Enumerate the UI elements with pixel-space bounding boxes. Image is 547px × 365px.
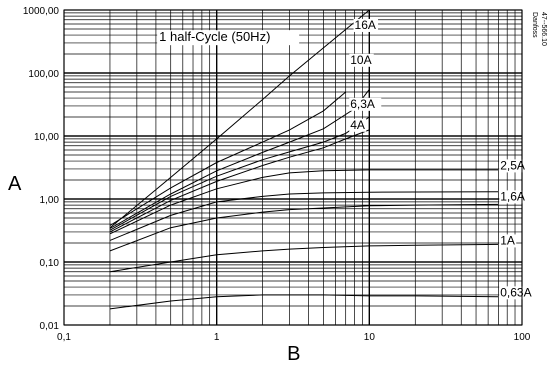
curves	[109, 9, 499, 310]
y-tick-label: 100,00	[28, 69, 59, 80]
curve-label-bg	[499, 234, 517, 248]
curve-label-bg	[499, 286, 539, 300]
curve-label-bg	[349, 53, 374, 67]
x-tick-label: 1	[214, 332, 220, 343]
curve-line	[109, 116, 370, 231]
curve-line	[109, 9, 370, 229]
tick-labels: 0,1 1 10 100 0,01 0,10 1,00 10,00 100,00 1000,00	[23, 6, 531, 343]
curve-line	[109, 243, 499, 273]
half-cycle-annotation: 1 half-Cycle (50Hz)	[159, 29, 270, 44]
curve-label: 4A	[350, 118, 365, 132]
grid	[63, 9, 523, 326]
curve-line	[109, 169, 499, 235]
y-tick-label: 1000,00	[23, 6, 60, 17]
curve-labels: 16A 10A 6,3A 4A 2,5A 1,6A 1A 0,63A	[157, 18, 539, 300]
x-tick-label: 100	[514, 332, 531, 343]
curve-label: 10A	[350, 53, 371, 67]
curve-line	[109, 191, 499, 241]
curve-line	[109, 203, 499, 252]
curve-label-bg	[349, 97, 382, 111]
side-note-brand: Danfoss	[531, 12, 538, 38]
side-note-code: 47--566.10	[540, 12, 547, 46]
curve-label-bg	[353, 18, 379, 32]
curve-label: 6,3A	[350, 97, 375, 111]
curve-label: 1,6A	[500, 189, 525, 203]
curve-line	[109, 294, 499, 310]
y-axis-title: A	[8, 173, 22, 195]
curve-line	[109, 89, 370, 229]
curve-line	[109, 91, 347, 226]
x-tick-label: 10	[364, 332, 376, 343]
curve-label-bg	[499, 159, 532, 173]
y-tick-label: 1,00	[40, 195, 60, 206]
y-tick-label: 0,01	[40, 321, 60, 332]
plot-frame	[63, 9, 523, 326]
y-tick-label: 10,00	[34, 132, 59, 143]
curve-label-bg	[349, 118, 367, 132]
curve-label: 1A	[500, 233, 515, 247]
y-tick-label: 0,10	[40, 258, 60, 269]
x-tick-label: 0,1	[57, 332, 71, 343]
curve-label-bg	[499, 190, 532, 204]
curve-line	[109, 129, 370, 233]
x-axis-title: B	[287, 343, 300, 365]
annotation-bg	[157, 30, 300, 46]
curve-label: 0,63A	[500, 285, 531, 299]
curve-label: 16A	[355, 18, 376, 32]
curve-label: 2,5A	[500, 158, 525, 172]
